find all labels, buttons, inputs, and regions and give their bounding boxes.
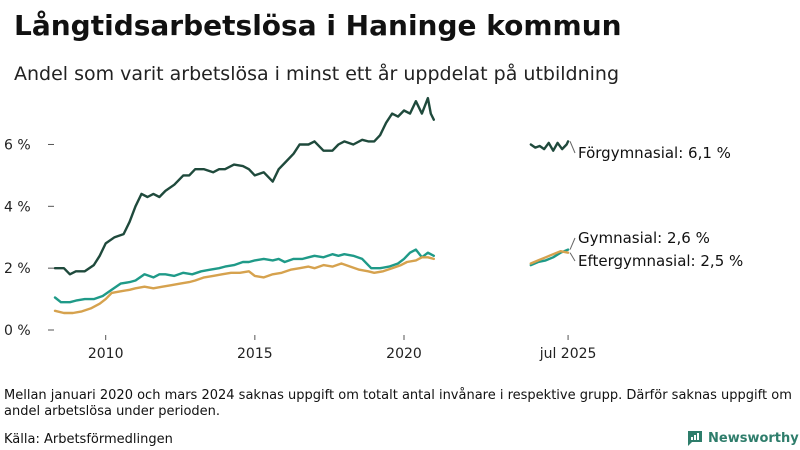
series-line-eftergymnasial xyxy=(529,250,570,265)
series-line-förgymnasial xyxy=(53,96,435,276)
newsworthy-logo-icon xyxy=(688,431,702,446)
source-text: Källa: Arbetsförmedlingen xyxy=(4,432,173,447)
y-tick-label: 0 % xyxy=(4,323,31,339)
series-line-förgymnasial xyxy=(529,140,570,152)
y-tick-label: 4 % xyxy=(4,199,31,215)
x-axis: 2010 2015 2020 jul 2025 xyxy=(88,335,597,362)
x-tick-label: jul 2025 xyxy=(539,346,597,362)
footnote: Mellan januari 2020 och mars 2024 saknas… xyxy=(4,388,792,419)
series-label-connector xyxy=(569,141,576,154)
brand-name: Newsworthy xyxy=(708,430,799,446)
line-chart: 0 % 2 % 4 % 6 % 2010 2015 2020 jul 2025 Förgym… xyxy=(4,96,743,362)
brand-logo: Newsworthy xyxy=(686,428,799,448)
y-tick-label: 2 % xyxy=(4,261,31,277)
chart-subtitle: Andel som varit arbetslösa i minst ett å… xyxy=(14,63,620,85)
series-label-connector xyxy=(569,252,576,262)
series-layer xyxy=(53,96,570,315)
x-tick-label: 2020 xyxy=(386,346,422,362)
y-tick-label: 6 % xyxy=(4,137,31,153)
series-line-gymnasial xyxy=(53,248,435,304)
y-axis: 0 % 2 % 4 % 6 % xyxy=(4,137,54,339)
series-end-label: Förgymnasial: 6,1 % xyxy=(578,144,731,162)
chart-title: Långtidsarbetslösa i Haninge kommun xyxy=(14,9,622,42)
series-end-label: Eftergymnasial: 2,5 % xyxy=(578,252,743,270)
x-tick-label: 2010 xyxy=(88,346,124,362)
series-label-connector xyxy=(569,237,576,250)
series-end-label: Gymnasial: 2,6 % xyxy=(578,229,710,247)
series-line-eftergymnasial xyxy=(53,256,435,315)
x-tick-label: 2015 xyxy=(237,346,273,362)
series-labels: Förgymnasial: 6,1 % Gymnasial: 2,6 % Efter… xyxy=(569,141,743,270)
